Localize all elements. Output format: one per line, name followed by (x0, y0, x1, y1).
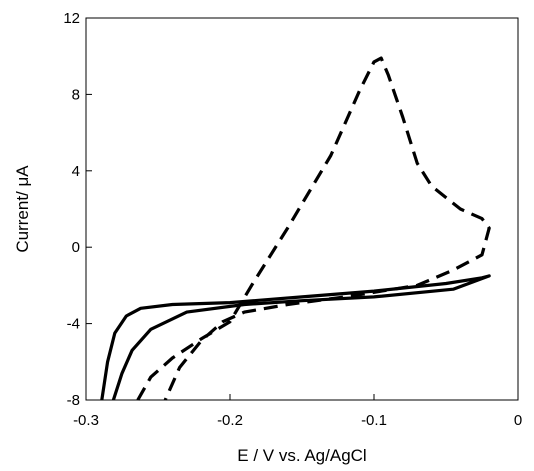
y-tick-label: -4 (67, 316, 80, 333)
x-axis-ticks: -0.3 -0.2 -0.1 0 (73, 394, 522, 429)
y-axis-title: Current/ μA (13, 165, 32, 253)
y-tick-label: 4 (72, 163, 80, 180)
y-tick-label: -8 (67, 392, 80, 409)
x-tick-label: 0 (514, 412, 522, 429)
series-solid-curve (100, 274, 491, 401)
x-tick-label: -0.1 (361, 412, 387, 429)
y-tick-label: 12 (63, 10, 80, 27)
plot-frame (85, 17, 519, 401)
x-tick-label: -0.3 (73, 412, 99, 429)
series-dashed-curve (136, 56, 491, 401)
y-tick-label: 8 (72, 86, 80, 103)
y-tick-label: 0 (72, 239, 80, 256)
x-tick-label: -0.2 (217, 412, 243, 429)
y-axis-ticks: -8 -4 0 4 8 12 (63, 10, 92, 409)
x-axis-title: E / V vs. Ag/AgCl (237, 446, 366, 465)
series-layer (100, 56, 491, 401)
